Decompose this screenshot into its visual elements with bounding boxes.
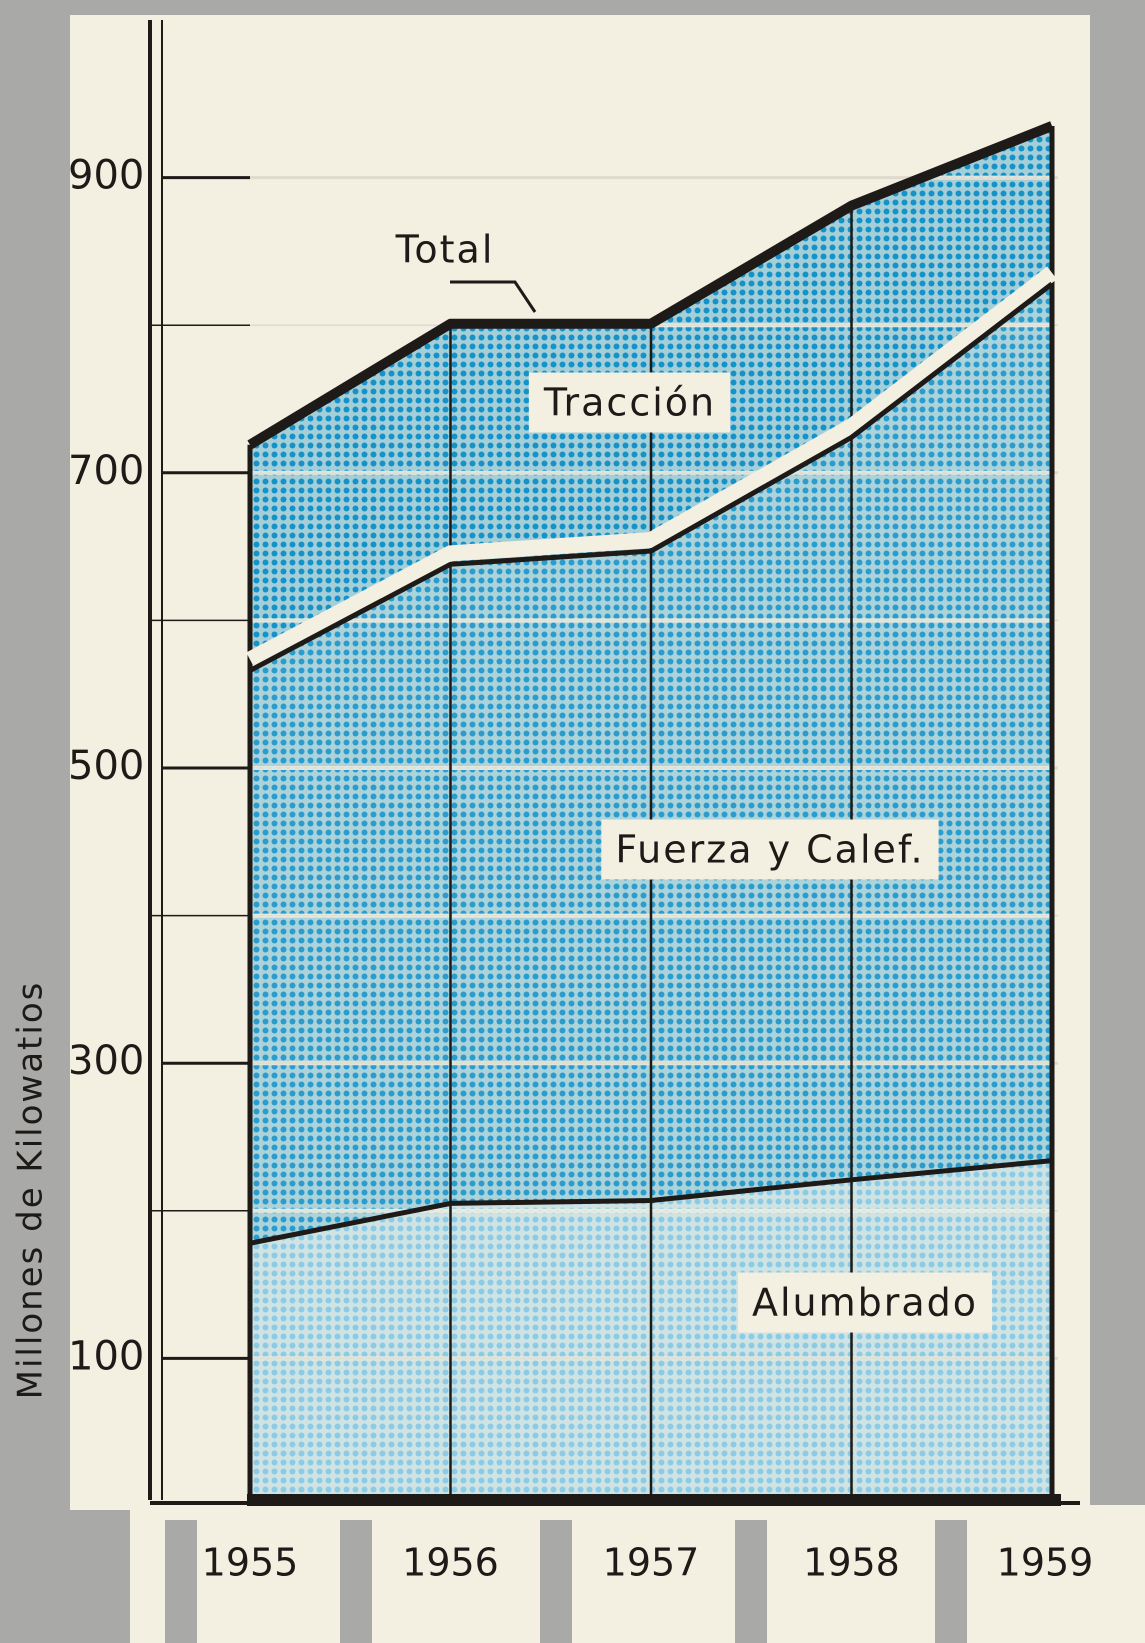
x-tick-label: 1955: [202, 1541, 299, 1585]
y-axis-label: Millones de Kilowatios: [11, 981, 51, 1400]
annotation: Total: [395, 228, 495, 272]
y-tick-label: 300: [68, 1038, 144, 1084]
strip-block: [165, 1520, 197, 1643]
boundary-line: [247, 121, 1054, 450]
x-tick-label: 1956: [402, 1541, 499, 1585]
strip-block: [540, 1520, 572, 1643]
x-tick-label: 1958: [803, 1541, 900, 1585]
annotation-leader: [450, 280, 537, 313]
y-tick-label: 500: [68, 743, 144, 789]
label-box: [601, 819, 939, 880]
strip-block: [735, 1520, 767, 1643]
x-tick-label: 1957: [603, 1541, 700, 1585]
strip-block: [935, 1520, 967, 1643]
series-label: Tracción: [543, 381, 716, 425]
boundary-line: [248, 281, 1054, 673]
strip-block: [340, 1520, 372, 1643]
y-tick-label: 100: [68, 1333, 144, 1379]
series-label: Alumbrado: [752, 1281, 978, 1325]
series-label: Fuerza y Calef.: [615, 828, 924, 872]
x-tick-label: 1959: [997, 1541, 1094, 1585]
y-tick-label: 700: [68, 448, 144, 494]
label-box: [528, 372, 731, 433]
label-box: [737, 1272, 993, 1333]
boundary-line: [249, 1158, 1053, 1246]
y-tick-label: 900: [68, 153, 144, 199]
axis-strip: [130, 1505, 1145, 1643]
separator-band: [246, 266, 1057, 667]
